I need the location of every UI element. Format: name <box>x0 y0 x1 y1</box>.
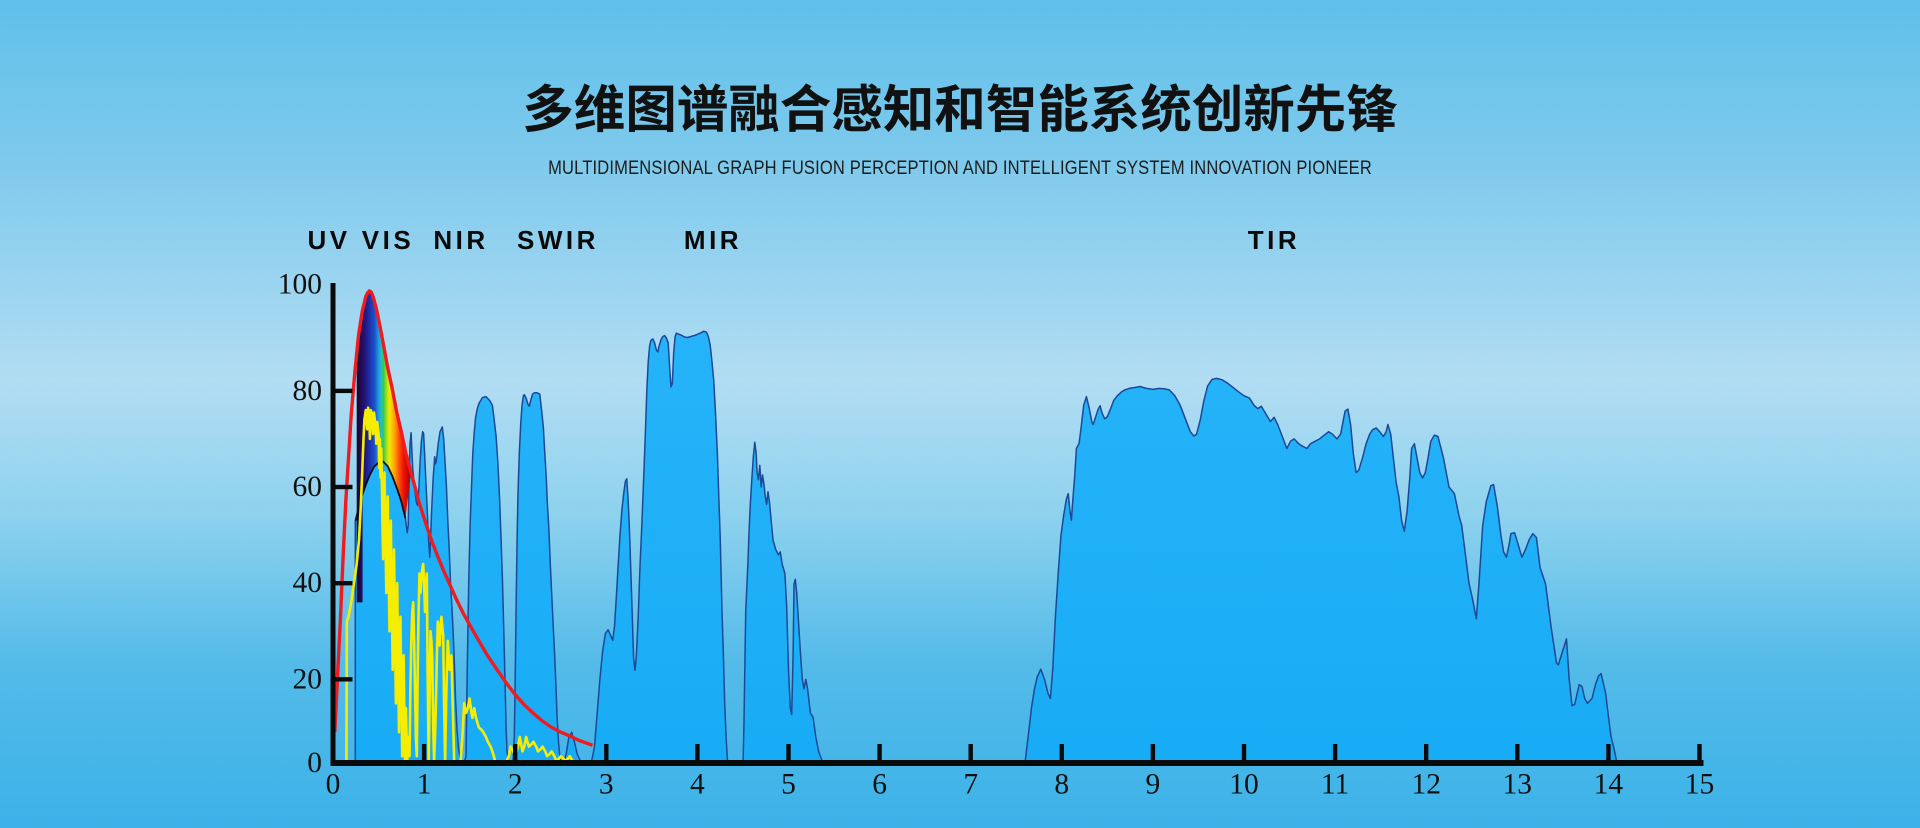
svg-text:9: 9 <box>1146 769 1161 801</box>
svg-text:NIR: NIR <box>433 225 488 255</box>
svg-text:14: 14 <box>1594 769 1624 801</box>
svg-text:12: 12 <box>1411 769 1441 801</box>
svg-text:SWIR: SWIR <box>517 225 599 255</box>
svg-text:20: 20 <box>293 663 323 695</box>
svg-text:TIR: TIR <box>1248 225 1300 255</box>
svg-text:0: 0 <box>307 747 322 779</box>
svg-text:5: 5 <box>781 769 796 801</box>
svg-text:4: 4 <box>690 769 705 801</box>
svg-text:MIR: MIR <box>684 225 742 255</box>
svg-text:80: 80 <box>293 375 323 407</box>
svg-text:11: 11 <box>1321 769 1349 801</box>
svg-text:10: 10 <box>1229 769 1259 801</box>
svg-text:13: 13 <box>1503 769 1533 801</box>
svg-text:6: 6 <box>872 769 887 801</box>
svg-text:15: 15 <box>1685 769 1715 801</box>
svg-text:40: 40 <box>293 567 323 599</box>
svg-text:1: 1 <box>417 769 432 801</box>
svg-text:3: 3 <box>599 769 614 801</box>
svg-text:MULTIDIMENSIONAL GRAPH FUSION: MULTIDIMENSIONAL GRAPH FUSION PERCEPTION… <box>548 157 1372 178</box>
svg-text:UV: UV <box>307 225 350 255</box>
svg-text:VIS: VIS <box>362 225 414 255</box>
svg-text:100: 100 <box>278 269 322 301</box>
svg-text:60: 60 <box>293 471 323 503</box>
svg-text:8: 8 <box>1054 769 1069 801</box>
svg-text:0: 0 <box>326 769 341 801</box>
svg-text:2: 2 <box>508 769 523 801</box>
svg-text:7: 7 <box>963 769 978 801</box>
